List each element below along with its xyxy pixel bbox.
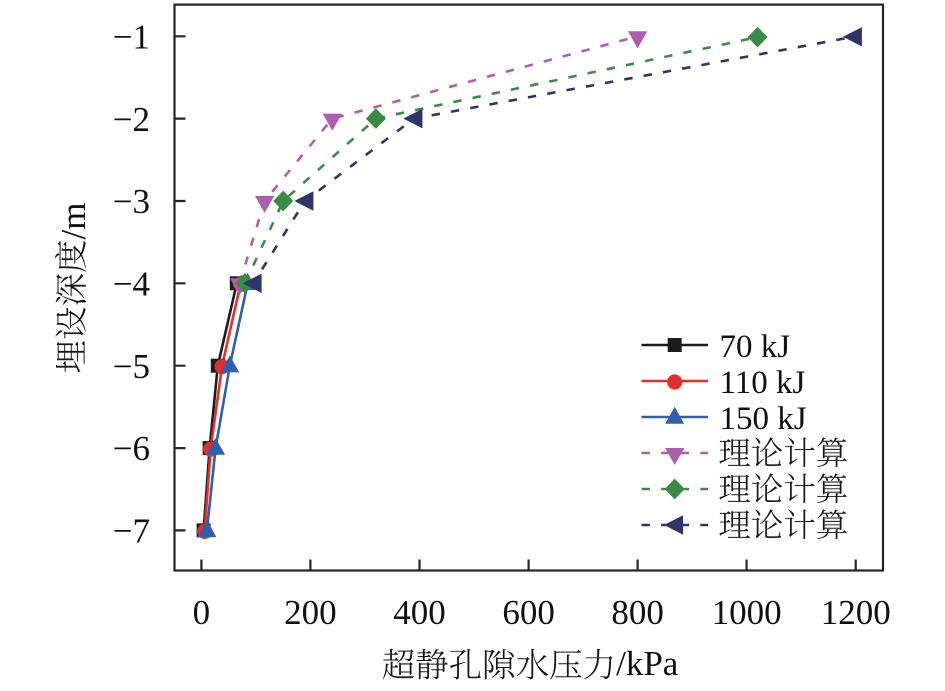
svg-text:/m: /m (54, 203, 93, 240)
svg-text:−6: −6 (113, 429, 150, 468)
svg-text:−3: −3 (113, 182, 150, 221)
svg-text:−7: −7 (113, 512, 150, 551)
svg-text:200: 200 (284, 593, 337, 632)
svg-text:−1: −1 (113, 18, 150, 57)
svg-text:1000: 1000 (712, 593, 782, 632)
svg-text:−2: −2 (113, 100, 150, 139)
svg-text:1200: 1200 (821, 593, 891, 632)
svg-text:110 kJ: 110 kJ (720, 365, 806, 401)
svg-text:−4: −4 (113, 265, 150, 304)
svg-text:−5: −5 (113, 347, 150, 386)
svg-text:800: 800 (611, 593, 664, 632)
svg-text:600: 600 (502, 593, 555, 632)
svg-text:400: 400 (393, 593, 446, 632)
svg-text:150 kJ: 150 kJ (720, 401, 807, 437)
svg-text:0: 0 (193, 593, 211, 632)
svg-text:/kPa: /kPa (616, 644, 679, 683)
svg-text:70 kJ: 70 kJ (720, 329, 791, 365)
